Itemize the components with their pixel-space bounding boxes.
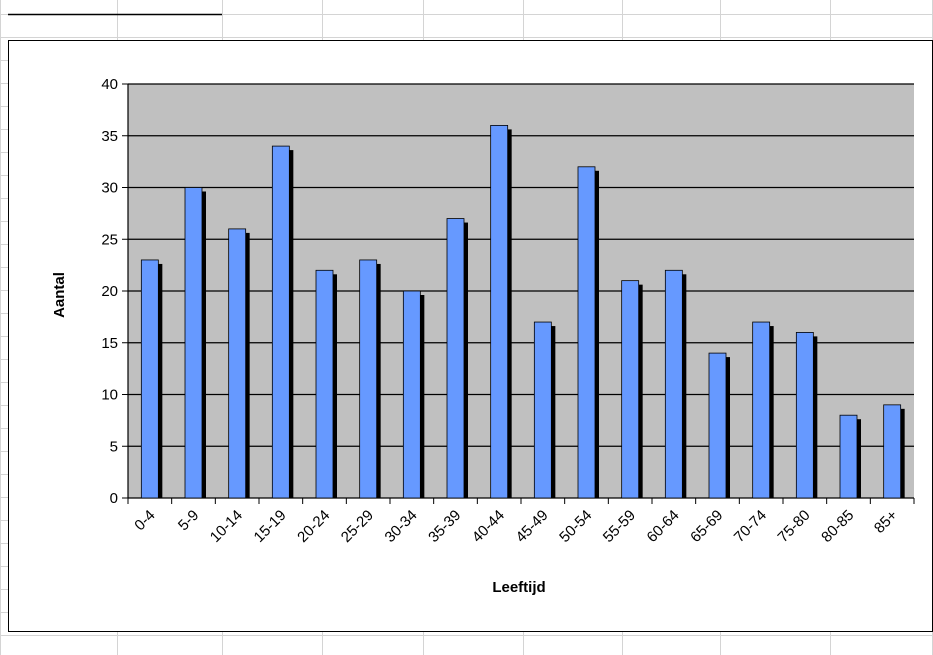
bar-5-9[interactable] [184, 187, 203, 499]
y-tick-label: 25 [101, 231, 118, 248]
bar-20-24[interactable] [315, 269, 334, 499]
bar-60-64[interactable] [664, 269, 683, 499]
bar-75-80[interactable] [795, 331, 814, 499]
bar-70-74[interactable] [752, 321, 771, 499]
x-axis-title: Leeftijd [492, 579, 545, 596]
bar-30-34[interactable] [402, 290, 421, 499]
bar-25-29[interactable] [359, 259, 378, 499]
y-tick-label: 20 [101, 283, 118, 300]
bar-15-19[interactable] [271, 145, 290, 499]
y-tick-label: 40 [101, 76, 118, 93]
y-tick-label: 15 [101, 335, 118, 352]
bar-80-85[interactable] [839, 414, 858, 499]
bar-65-69[interactable] [708, 352, 727, 499]
bar-40-44[interactable] [490, 125, 509, 499]
y-tick-label: 0 [110, 490, 118, 507]
bar-55-59[interactable] [621, 280, 640, 499]
bar-0-4[interactable] [140, 259, 159, 499]
y-axis-title: Aantal [51, 272, 68, 318]
y-tick-label: 30 [101, 180, 118, 197]
y-tick-label: 35 [101, 128, 118, 145]
bar-85+[interactable] [883, 404, 902, 499]
bar-35-39[interactable] [446, 218, 465, 499]
y-tick-label: 10 [101, 387, 118, 404]
y-tick-label: 5 [110, 438, 118, 455]
bar-50-54[interactable] [577, 166, 596, 499]
bar-45-49[interactable] [533, 321, 552, 499]
bar-10-14[interactable] [228, 228, 247, 499]
